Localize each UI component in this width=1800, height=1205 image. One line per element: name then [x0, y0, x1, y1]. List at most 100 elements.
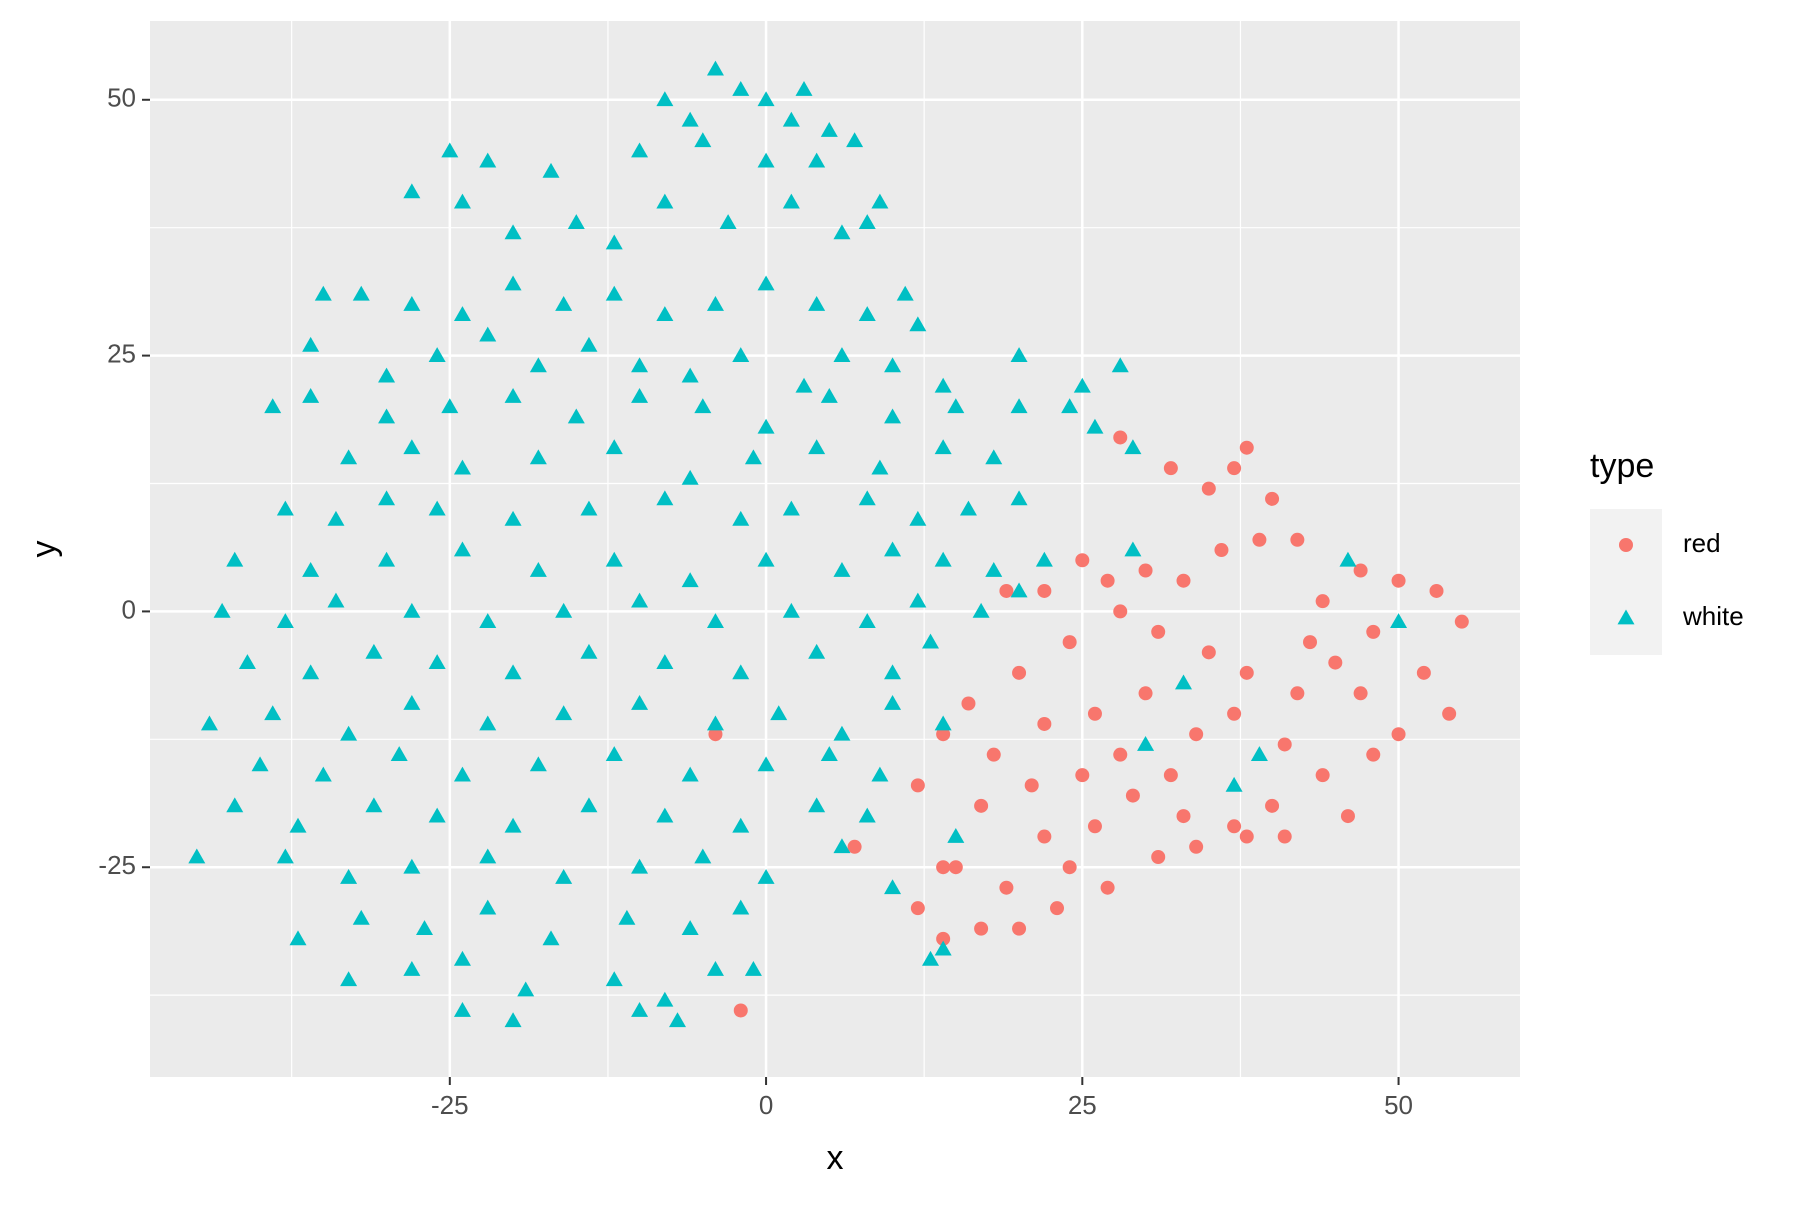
point — [656, 91, 674, 107]
plot-panel — [150, 21, 1520, 1077]
point — [276, 500, 294, 516]
point — [1429, 583, 1444, 598]
point — [504, 1012, 522, 1028]
point — [631, 357, 649, 373]
point — [403, 183, 421, 199]
point — [555, 602, 573, 618]
point — [909, 316, 927, 332]
point — [656, 807, 674, 823]
point — [479, 899, 497, 915]
point — [605, 285, 623, 301]
point — [1138, 563, 1153, 578]
point — [1086, 418, 1104, 434]
point — [631, 1001, 649, 1017]
point — [504, 275, 522, 291]
point — [1151, 850, 1166, 864]
point — [1227, 819, 1242, 834]
point — [795, 81, 813, 96]
point — [706, 961, 724, 976]
point — [504, 388, 522, 403]
point — [1227, 706, 1242, 721]
point — [517, 981, 535, 997]
point — [656, 654, 674, 669]
point — [1062, 635, 1077, 650]
point — [403, 695, 421, 710]
point — [681, 572, 699, 588]
point — [605, 746, 623, 762]
point — [884, 541, 902, 557]
point — [782, 193, 800, 209]
point — [1050, 901, 1065, 916]
point — [529, 561, 547, 577]
point — [453, 541, 471, 557]
point — [213, 602, 231, 618]
point — [1390, 613, 1408, 629]
point — [858, 306, 876, 322]
point — [1339, 551, 1357, 567]
point — [1225, 776, 1243, 792]
y-tick-label: 25 — [107, 338, 136, 368]
legend-title: type — [1590, 447, 1654, 485]
point — [428, 347, 446, 362]
point — [567, 214, 585, 229]
point — [428, 654, 446, 669]
point — [858, 807, 876, 823]
point — [936, 860, 951, 875]
point — [365, 643, 383, 659]
legend-label: red — [1683, 528, 1721, 558]
point — [757, 91, 775, 107]
point — [1189, 727, 1204, 742]
point — [681, 766, 699, 782]
point — [833, 347, 851, 362]
point — [327, 592, 345, 608]
point — [378, 408, 396, 424]
point — [1290, 686, 1305, 701]
point — [1239, 665, 1254, 680]
y-tick-label: 50 — [107, 83, 136, 113]
point — [1391, 727, 1406, 742]
point — [302, 388, 320, 403]
point — [1265, 798, 1280, 813]
point — [909, 592, 927, 608]
point — [757, 152, 775, 168]
point — [378, 367, 396, 383]
point — [504, 817, 522, 833]
point — [909, 510, 927, 526]
point — [605, 234, 623, 250]
point — [302, 561, 320, 577]
point — [947, 828, 965, 843]
point — [1037, 583, 1052, 598]
point — [833, 561, 851, 577]
point — [706, 60, 724, 76]
point — [631, 695, 649, 710]
point — [846, 132, 864, 148]
point — [1250, 746, 1268, 762]
point — [289, 817, 307, 833]
point — [631, 592, 649, 608]
legend-label: white — [1682, 601, 1744, 631]
point — [719, 214, 737, 229]
point — [302, 336, 320, 352]
point — [504, 510, 522, 526]
point — [896, 285, 914, 301]
point — [656, 991, 674, 1007]
point — [985, 561, 1003, 577]
x-tick-label: -25 — [431, 1090, 469, 1120]
point — [884, 357, 902, 373]
point — [922, 633, 940, 649]
point — [1277, 829, 1292, 844]
x-tick-label: 25 — [1068, 1090, 1097, 1120]
point — [1075, 768, 1090, 783]
point — [694, 398, 712, 414]
point — [732, 81, 750, 96]
point — [605, 439, 623, 455]
point — [441, 142, 459, 158]
point — [529, 449, 547, 465]
point — [289, 930, 307, 946]
point — [681, 367, 699, 383]
point — [733, 1003, 748, 1018]
point — [1454, 614, 1469, 629]
point — [871, 193, 889, 209]
point — [884, 879, 902, 895]
point — [428, 807, 446, 823]
